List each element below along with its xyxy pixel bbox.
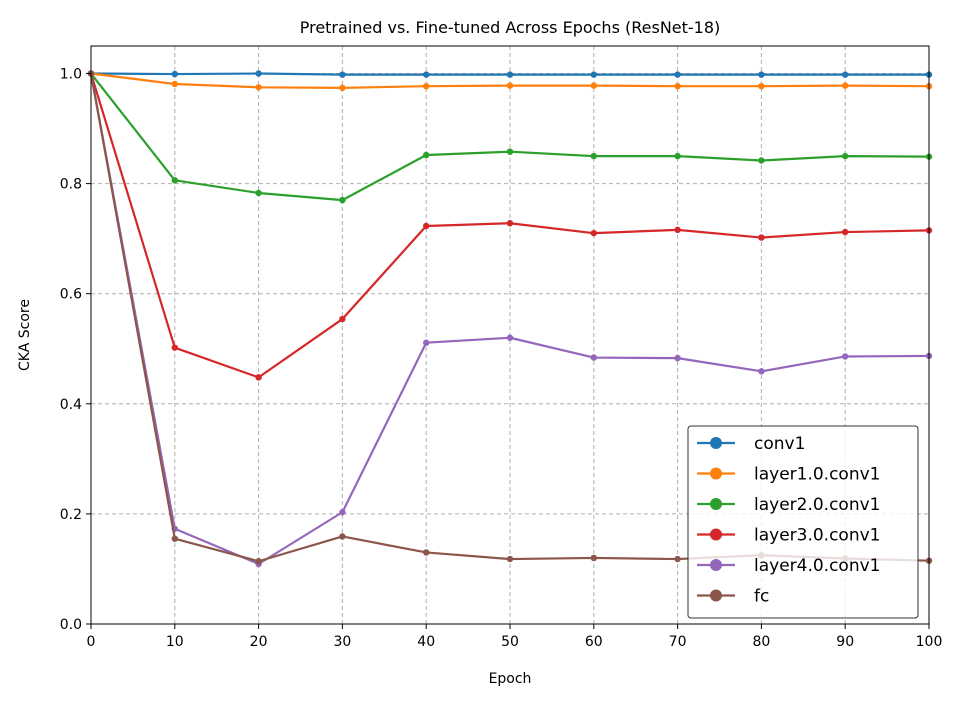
x-tick-label: 60	[585, 634, 603, 650]
series-lines	[87, 70, 933, 568]
data-point-layer1-0-conv1	[423, 82, 430, 90]
data-point-conv1	[590, 71, 597, 78]
data-point-layer1-0-conv1	[674, 82, 681, 90]
data-point-conv1	[423, 71, 430, 78]
data-point-fc	[674, 555, 681, 563]
data-point-layer4-0-conv1	[842, 353, 849, 360]
legend-label-fc: fc	[754, 587, 769, 607]
legend-label-layer3-0-conv1: layer3.0.conv1	[754, 526, 881, 546]
x-tick-label: 70	[669, 634, 687, 650]
legend-label-layer4-0-conv1: layer4.0.conv1	[754, 556, 881, 576]
data-point-layer3-0-conv1	[339, 315, 346, 323]
data-point-layer3-0-conv1	[590, 229, 597, 237]
y-tick-label: 1.0	[60, 67, 82, 83]
legend-marker-layer3-0-conv1	[710, 528, 722, 541]
x-axis-label: Epoch	[489, 671, 532, 687]
x-tick-label: 30	[333, 634, 351, 650]
data-point-layer1-0-conv1	[171, 80, 178, 88]
legend-marker-layer2-0-conv1	[710, 498, 722, 510]
data-point-fc	[339, 533, 346, 540]
data-point-conv1	[674, 71, 681, 78]
data-point-layer2-0-conv1	[590, 152, 597, 160]
data-point-layer3-0-conv1	[674, 226, 681, 234]
data-point-layer3-0-conv1	[255, 374, 262, 381]
data-point-layer3-0-conv1	[758, 234, 765, 241]
data-point-layer4-0-conv1	[758, 368, 765, 375]
data-point-conv1	[171, 70, 178, 78]
legend-box	[687, 425, 919, 619]
data-point-layer1-0-conv1	[758, 82, 765, 90]
data-point-layer2-0-conv1	[506, 148, 514, 155]
data-point-layer4-0-conv1	[590, 354, 597, 361]
data-point-conv1	[506, 71, 514, 78]
data-point-layer4-0-conv1	[339, 509, 346, 516]
data-point-conv1	[255, 70, 262, 77]
data-point-layer4-0-conv1	[506, 334, 514, 341]
data-point-layer2-0-conv1	[339, 196, 346, 204]
series-conv1	[87, 70, 933, 78]
legend-marker-conv1	[710, 437, 722, 449]
data-point-layer2-0-conv1	[171, 177, 178, 184]
data-point-layer1-0-conv1	[590, 82, 597, 89]
x-tick-label: 10	[166, 634, 184, 650]
data-point-layer1-0-conv1	[842, 82, 849, 89]
legend-label-layer2-0-conv1: layer2.0.conv1	[754, 495, 881, 515]
data-point-layer3-0-conv1	[842, 228, 849, 236]
y-tick-label: 0.2	[60, 507, 82, 523]
data-point-fc	[506, 555, 514, 563]
data-point-conv1	[339, 71, 346, 78]
legend: conv1 layer1.0.conv1 layer2.0.conv1 layer3.…	[687, 425, 919, 619]
chart-title: Pretrained vs. Fine-tuned Across Epochs …	[300, 18, 721, 37]
data-point-layer2-0-conv1	[842, 152, 849, 160]
x-tick-label: 100	[916, 634, 943, 650]
x-tick-label: 90	[836, 634, 854, 650]
x-tick-label: 50	[501, 634, 519, 650]
x-tick-label: 40	[417, 634, 435, 650]
axis-ticks: 0 10 20 30 40 50 60 70 80 90 100 0.0 0.2 0.4 0.6 0.8 1.0	[60, 67, 943, 650]
legend-marker-fc	[710, 589, 722, 602]
x-tick-label: 20	[250, 634, 268, 650]
y-tick-label: 0.6	[60, 287, 82, 303]
data-point-layer1-0-conv1	[255, 84, 262, 91]
data-point-layer2-0-conv1	[758, 157, 765, 164]
data-point-conv1	[842, 71, 849, 78]
data-point-fc	[590, 554, 597, 562]
legend-marker-layer1-0-conv1	[710, 467, 722, 480]
legend-label-layer1-0-conv1: layer1.0.conv1	[754, 465, 881, 485]
y-tick-label: 0.8	[60, 177, 82, 193]
data-point-layer1-0-conv1	[339, 84, 346, 92]
x-tick-label: 80	[752, 634, 770, 650]
data-point-layer1-0-conv1	[506, 82, 514, 89]
data-point-fc	[423, 549, 430, 556]
data-point-layer3-0-conv1	[506, 220, 514, 227]
y-tick-label: 0.4	[60, 397, 82, 413]
data-point-fc	[171, 535, 178, 542]
y-axis-label: CKA Score	[17, 299, 33, 371]
data-point-layer4-0-conv1	[423, 339, 430, 346]
data-point-layer2-0-conv1	[423, 151, 430, 159]
data-point-layer3-0-conv1	[171, 344, 178, 351]
data-point-conv1	[758, 71, 765, 78]
data-point-fc	[255, 558, 262, 565]
y-tick-label: 0.0	[60, 617, 82, 633]
data-point-layer2-0-conv1	[255, 189, 262, 197]
legend-label-conv1: conv1	[754, 434, 805, 454]
legend-marker-layer4-0-conv1	[710, 559, 722, 571]
data-point-layer3-0-conv1	[423, 222, 430, 230]
data-point-layer4-0-conv1	[674, 354, 681, 362]
data-point-layer2-0-conv1	[674, 152, 681, 160]
x-tick-label: 0	[87, 634, 96, 650]
